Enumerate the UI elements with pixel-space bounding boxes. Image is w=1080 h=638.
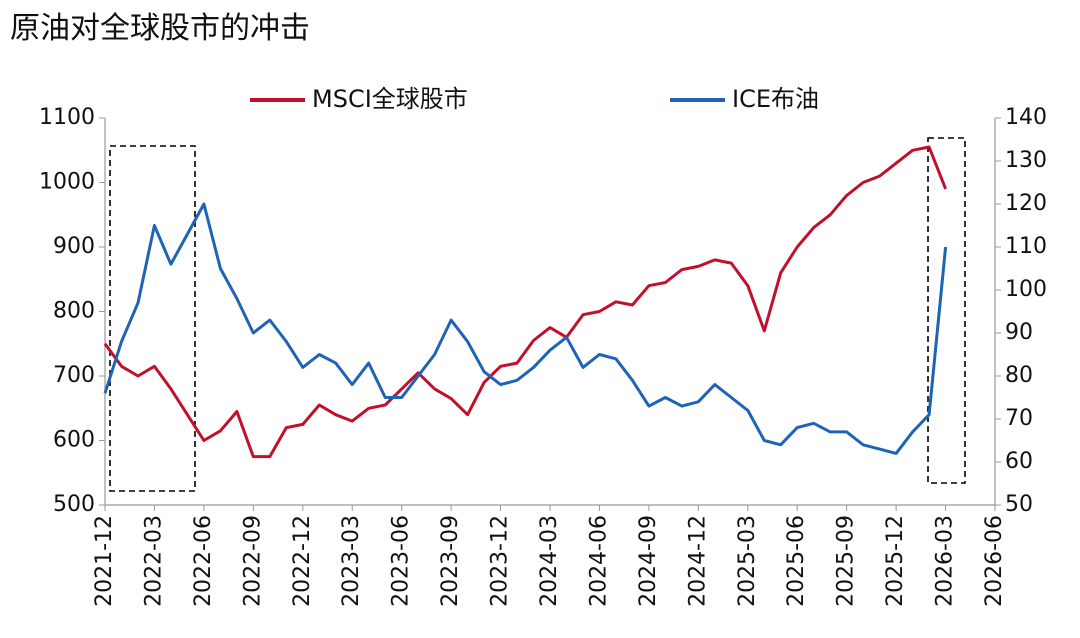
x-tick-label: 2022-06 <box>191 515 216 607</box>
x-tick-label: 2023-03 <box>339 515 364 607</box>
y2-tick-label: 80 <box>1005 363 1033 388</box>
x-tick-label: 2024-06 <box>586 515 611 607</box>
x-tick-label: 2023-09 <box>438 515 463 607</box>
y2-tick-label: 60 <box>1005 449 1033 474</box>
series-line <box>103 145 947 459</box>
x-tick-label: 2024-03 <box>537 515 562 607</box>
y2-tick-label: 140 <box>1005 105 1047 130</box>
x-tick-label: 2026-03 <box>933 515 958 607</box>
x-tick-label: 2024-09 <box>636 515 661 607</box>
y2-tick-label: 100 <box>1005 277 1047 302</box>
x-tick-label: 2025-09 <box>834 515 859 607</box>
x-tick-label: 2025-03 <box>735 515 760 607</box>
highlight-box <box>927 137 966 484</box>
y2-tick-label: 130 <box>1005 148 1047 173</box>
x-tick-label: 2022-12 <box>290 515 315 607</box>
y-tick-label: 500 <box>53 492 95 517</box>
x-tick-label: 2023-06 <box>389 515 414 607</box>
y-tick-label: 900 <box>53 234 95 259</box>
y-tick-label: 1100 <box>39 105 95 130</box>
y-tick-label: 800 <box>53 299 95 324</box>
x-tick-label: 2022-09 <box>240 515 265 607</box>
legend-label: ICE布油 <box>732 85 819 113</box>
y-tick-label: 700 <box>53 363 95 388</box>
highlight-box <box>109 145 196 492</box>
y2-tick-label: 70 <box>1005 406 1033 431</box>
x-tick-label: 2025-06 <box>784 515 809 607</box>
legend-label: MSCI全球股市 <box>312 85 468 113</box>
series-line <box>103 202 948 455</box>
x-tick-label: 2026-06 <box>982 515 1007 607</box>
x-tick-label: 2025-12 <box>883 515 908 607</box>
y2-tick-label: 120 <box>1005 191 1047 216</box>
chart-title: 原油对全球股市的冲击 <box>10 11 310 46</box>
x-tick-label: 2023-12 <box>488 515 513 607</box>
x-tick-label: 2022-03 <box>141 515 166 607</box>
y-tick-label: 1000 <box>39 170 95 195</box>
y2-tick-label: 110 <box>1005 234 1047 259</box>
x-tick-label: 2024-12 <box>685 515 710 607</box>
y-tick-label: 600 <box>53 428 95 453</box>
y2-tick-label: 50 <box>1005 492 1033 517</box>
y2-tick-label: 90 <box>1005 320 1033 345</box>
x-tick-label: 2021-12 <box>92 515 117 607</box>
